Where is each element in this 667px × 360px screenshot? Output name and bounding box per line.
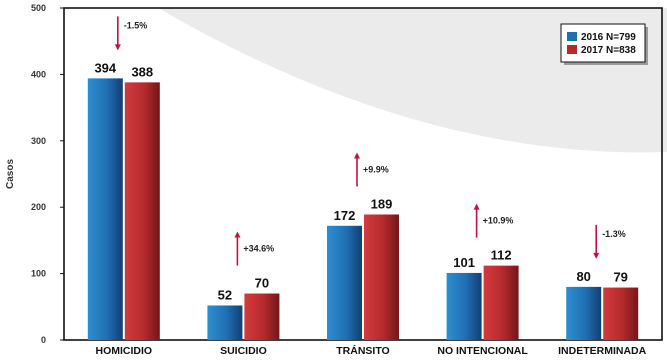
bars [87,78,639,341]
x-tick-label: NO INTENCIONAL [437,345,528,357]
x-tick-label: SUICIDIO [220,345,267,357]
change-arrowhead [114,44,121,51]
y-tick-label: 100 [31,269,46,279]
value-labels: 394 388 52 70 172 189 101 112 80 79 [94,60,627,302]
legend-swatch [567,45,577,54]
data-label: 388 [131,64,153,79]
bar-2017 [364,214,399,340]
bar-2016 [327,225,362,340]
legend-box [560,23,646,63]
bar-2017 [603,287,639,340]
y-tick-label: 200 [31,202,46,212]
y-axis-label: Casos [5,159,16,189]
data-label: 79 [613,270,627,285]
change-label: -1.5% [124,20,148,30]
legend-swatch [567,32,577,41]
bar-2016 [446,272,482,340]
change-arrowhead [354,152,360,159]
data-label: 189 [371,197,393,212]
change-arrowhead [234,231,241,238]
data-label: 101 [453,255,475,270]
x-tick-label: HOMICIDIO [96,345,153,357]
data-label: 70 [255,276,269,291]
y-tick-label: 400 [31,69,46,79]
y-tick-label: 500 [31,3,46,13]
x-tick-label: TRÁNSITO [336,344,389,357]
x-tick-label: INDETERMINADA [558,345,646,357]
bar-2016 [87,78,123,340]
change-label: +9.9% [363,165,389,175]
data-label: 80 [576,269,590,284]
data-label: 172 [334,208,356,223]
legend-entry: 2017 N=838 [581,45,636,56]
axes: 0 100 200 300 400 500 Casos HOMICIDIO SUICIDIO TR… [5,3,663,357]
bar-2017 [483,265,519,340]
y-tick-label: 0 [41,335,46,345]
change-label: +34.6% [243,244,274,254]
y-tick-label: 300 [31,136,46,146]
change-label: -1.3% [602,229,626,239]
change-arrowhead [473,203,480,210]
data-label: 112 [491,248,512,263]
background-swoosh [158,8,667,153]
bar-2017 [244,293,280,340]
bar-2017 [124,82,160,341]
legend: 2016 N=799 2017 N=838 [560,23,648,65]
data-label: 52 [218,287,232,302]
bar-2016 [207,305,243,340]
plot-frame [63,7,663,341]
change-arrowhead [593,252,600,259]
change-annotations: -1.5% +34.6% +9.9% +10.9% -1.3% [114,16,626,266]
change-label: +10.9% [483,216,514,226]
bar-2016 [566,286,602,340]
data-label: 394 [94,60,116,75]
legend-entry: 2016 N=799 [581,32,636,43]
